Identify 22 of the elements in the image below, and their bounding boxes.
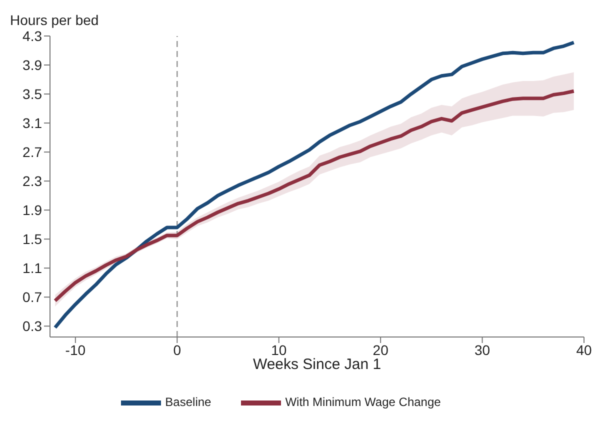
x-axis-title: Weeks Since Jan 1 <box>252 356 382 373</box>
y-tick-label: 3.1 <box>22 115 42 132</box>
legend-label: With Minimum Wage Change <box>285 395 441 410</box>
x-tick-label: -10 <box>65 342 86 358</box>
y-axis-title: Hours per bed <box>10 12 99 28</box>
y-tick-label: 4.3 <box>22 28 42 44</box>
legend-label: Baseline <box>165 395 212 410</box>
x-tick-label: 0 <box>173 342 182 358</box>
y-tick-label: 2.3 <box>22 173 42 190</box>
y-tick-label: 0.7 <box>22 289 42 306</box>
x-tick-label: 30 <box>474 342 490 358</box>
y-tick-label: 1.5 <box>22 231 42 248</box>
y-tick-label: 3.9 <box>22 56 42 73</box>
line-series <box>53 40 576 330</box>
y-tick-label: 1.1 <box>22 260 42 276</box>
x-tick-label: 20 <box>372 342 389 358</box>
y-tick-label: 3.5 <box>22 86 42 102</box>
x-tick-label: 40 <box>576 342 592 358</box>
y-tick-label: 1.9 <box>22 202 42 218</box>
y-tick-label: 2.7 <box>22 144 42 160</box>
y-tick-label: 0.3 <box>22 318 42 334</box>
x-tick-label: 10 <box>271 342 287 358</box>
